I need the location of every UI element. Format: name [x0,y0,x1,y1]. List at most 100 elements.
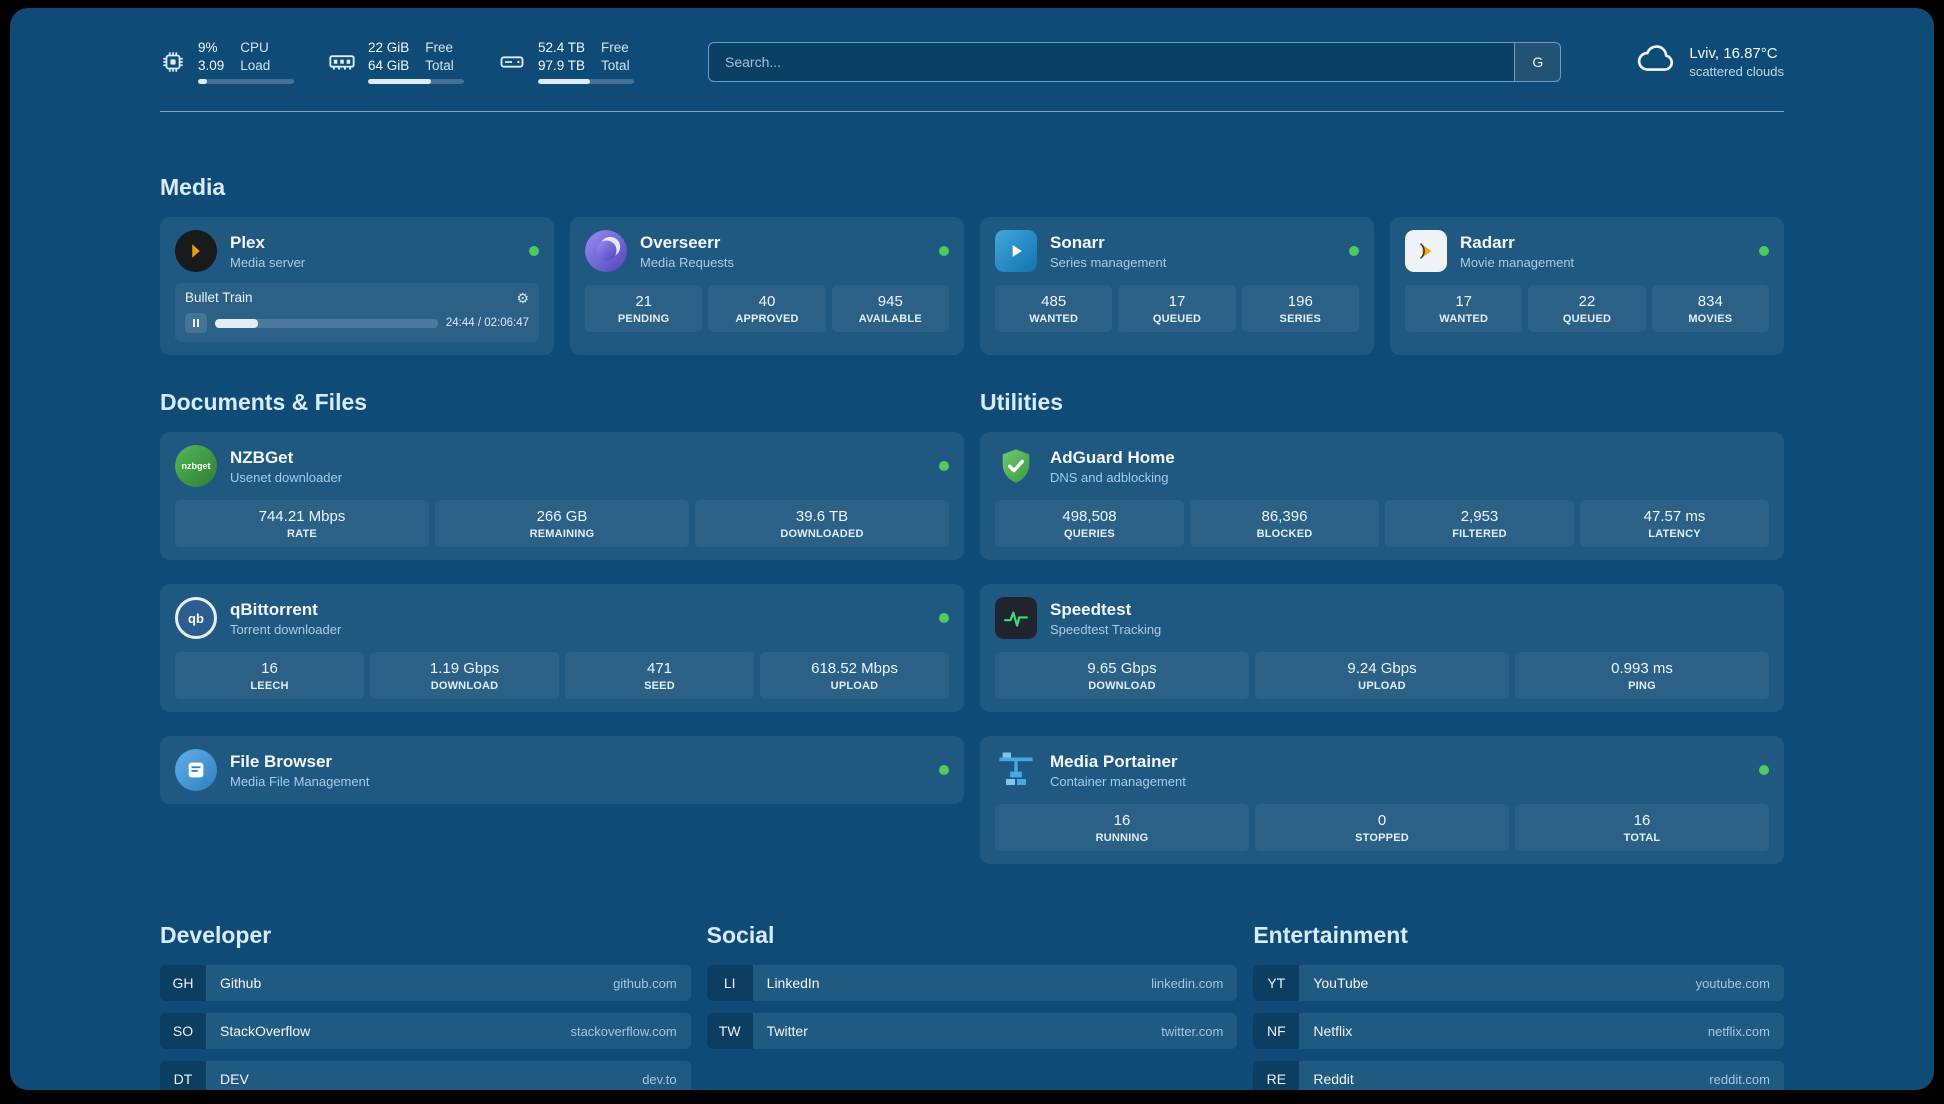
stat-value: 16 [1113,812,1131,829]
sonarr-stats: 485 WANTED 17 QUEUED 196 SERIES [995,285,1359,332]
disk-icon [498,48,526,76]
weather-location: Lviv, 16.87°C [1689,44,1778,62]
stat-value: 945 [877,293,903,310]
qbittorrent-icon[interactable]: qb [175,597,217,639]
gear-icon[interactable]: ⚙ [516,289,529,306]
overseerr-icon[interactable] [585,230,627,272]
bookmark-abbr: LI [706,965,753,1001]
stat-label: MOVIES [1688,313,1733,325]
stat: 39.6 TB DOWNLOADED [695,500,949,547]
bookmark-stackoverflow[interactable]: SO StackOverflow stackoverflow.com [160,1013,691,1049]
header-divider [160,111,1784,112]
ram-progress-bar [368,78,464,84]
plex-icon[interactable] [175,230,217,272]
app-subtitle: Movie management [1460,254,1575,270]
filebrowser-icon[interactable] [175,749,217,791]
top-bar: 9% 3.09 CPU Load [160,38,1784,85]
app-title[interactable]: File Browser [230,751,333,771]
utilities-section: Utilities [980,389,1784,864]
bookmark-youtube[interactable]: YT YouTube youtube.com [1253,965,1784,1001]
bookmark-url: netflix.com [1707,1023,1770,1039]
bookmark-url: dev.to [642,1071,677,1087]
stat-label: RUNNING [1095,832,1149,844]
app-title[interactable]: Media Portainer [1050,751,1178,771]
app-title[interactable]: NZBGet [230,447,294,467]
stat-value: 471 [646,660,673,677]
disk-total-value: 97.9 TB [538,58,586,73]
bookmark-twitter[interactable]: TW Twitter twitter.com [706,1013,1238,1049]
playback-time: 24:44 / 02:06:47 [445,317,529,329]
app-title[interactable]: Overseerr [640,232,721,252]
stat-value: 485 [1041,293,1067,310]
stat: 40 APPROVED [708,285,826,332]
search-engine-button[interactable]: G [1514,42,1561,81]
utilities-heading: Utilities [980,389,1064,415]
stat-label: QUEUED [1152,313,1202,325]
status-online-dot [1759,765,1769,775]
portainer-icon[interactable] [995,749,1037,791]
app-subtitle: Media File Management [230,773,370,789]
speedtest-icon[interactable] [995,597,1037,639]
stat: 17 QUEUED [1118,285,1236,332]
qbittorrent-icon-text: qb [188,610,204,626]
bookmark-name: Github [220,975,262,991]
developer-heading: Developer [160,922,272,948]
stat-value: 9.65 Gbps [1087,660,1157,677]
sonarr-icon[interactable] [995,230,1037,272]
bookmark-abbr: NF [1253,1013,1300,1049]
app-title[interactable]: Plex [230,232,265,252]
stat-value: 618.52 Mbps [811,660,898,677]
stat-label: BLOCKED [1256,528,1313,540]
status-online-dot [939,246,949,256]
bookmark-linkedin[interactable]: LI LinkedIn linkedin.com [706,965,1238,1001]
bookmark-dev[interactable]: DT DEV dev.to [160,1061,691,1090]
portainer-card: Media Portainer Container management 16 … [980,736,1784,864]
stat-label: SEED [644,680,675,692]
stat-value: 16 [1633,812,1651,829]
adguard-icon[interactable] [995,445,1037,487]
adguard-stats: 498,508 QUERIES 86,396 BLOCKED 2,953 FIL… [995,500,1769,547]
app-title[interactable]: qBittorrent [230,599,318,619]
radarr-icon[interactable] [1405,230,1447,272]
stat-label: WANTED [1029,313,1079,325]
search-bar: G [708,41,1562,82]
nzbget-card: nzbget NZBGet Usenet downloader 744.21 M… [160,432,964,560]
overseerr-stats: 21 PENDING 40 APPROVED 945 AVAILABLE [585,285,949,332]
status-online-dot [939,613,949,623]
stat-value: 9.24 Gbps [1347,660,1417,677]
app-subtitle: Series management [1050,254,1167,270]
ram-icon [328,48,356,76]
bookmark-reddit[interactable]: RE Reddit reddit.com [1253,1061,1784,1090]
stat-label: UPLOAD [1358,680,1406,692]
app-title[interactable]: Speedtest [1050,599,1132,619]
stat: 9.65 Gbps DOWNLOAD [995,652,1249,699]
stat: 16 LEECH [175,652,364,699]
playback-progress-bar[interactable] [215,318,438,328]
cpu-load-label: Load [240,58,271,73]
app-subtitle: Media server [230,254,306,270]
stat: 0 STOPPED [1255,804,1509,851]
entertainment-heading: Entertainment [1253,922,1408,948]
stat-value: 39.6 TB [795,508,849,525]
pause-button[interactable] [185,313,207,333]
stat-value: 86,396 [1261,508,1308,525]
app-title[interactable]: Radarr [1460,232,1515,252]
bookmark-url: linkedin.com [1151,975,1224,991]
documents-section: Documents & Files nzbget NZBGet Usenet d… [160,389,964,864]
app-title[interactable]: Sonarr [1050,232,1105,252]
bookmark-name: Netflix [1313,1023,1353,1039]
stat: 0.993 ms PING [1515,652,1769,699]
bookmark-netflix[interactable]: NF Netflix netflix.com [1253,1013,1784,1049]
bookmark-github[interactable]: GH Github github.com [160,965,691,1001]
stat-value: 1.19 Gbps [429,660,500,677]
documents-heading: Documents & Files [160,389,368,415]
cpu-progress-bar [198,78,294,84]
search-input[interactable] [709,42,1515,81]
cpu-load-value: 3.09 [198,58,225,73]
bookmark-url: github.com [613,975,677,991]
status-online-dot [939,765,949,775]
stat: 471 SEED [565,652,754,699]
nzbget-icon[interactable]: nzbget [175,445,217,487]
weather-widget: Lviv, 16.87°C scattered clouds [1635,38,1784,85]
app-title[interactable]: AdGuard Home [1050,447,1175,467]
